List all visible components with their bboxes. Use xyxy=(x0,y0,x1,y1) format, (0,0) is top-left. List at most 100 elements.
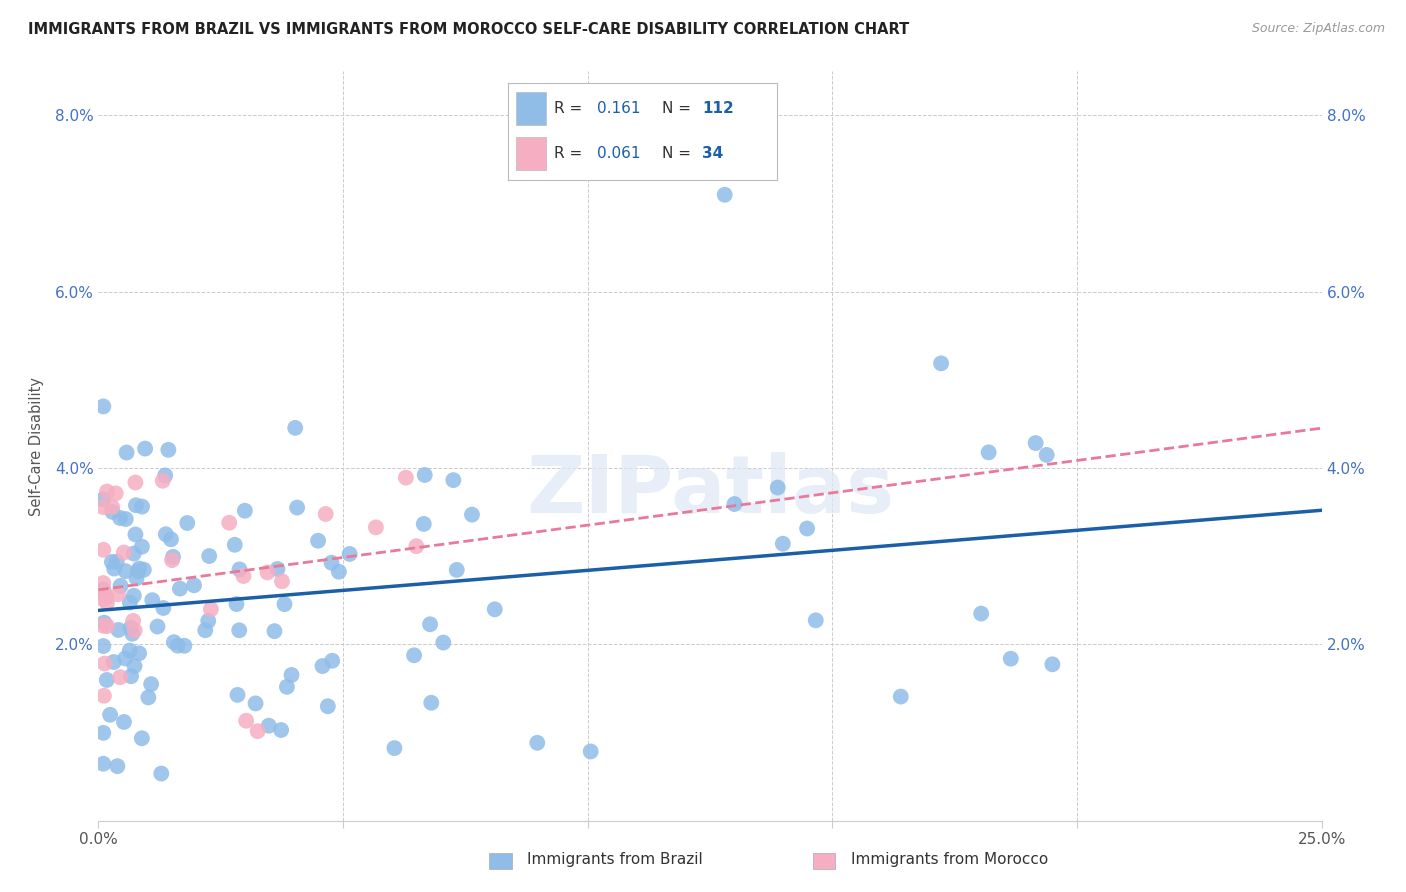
Point xyxy=(225,597,247,611)
Point xyxy=(121,626,143,640)
Point xyxy=(104,486,127,500)
Point xyxy=(526,736,548,750)
Point xyxy=(108,670,131,684)
Point xyxy=(91,592,114,607)
Point xyxy=(420,696,443,710)
Point xyxy=(136,690,159,705)
Point xyxy=(257,719,280,733)
Point xyxy=(127,564,149,578)
Point xyxy=(163,635,186,649)
Point xyxy=(112,714,135,729)
Point xyxy=(162,549,184,564)
Point xyxy=(114,512,136,526)
Point xyxy=(307,533,329,548)
Point xyxy=(131,500,153,514)
Point xyxy=(101,505,124,519)
Text: Source: ZipAtlas.com: Source: ZipAtlas.com xyxy=(1251,22,1385,36)
Point xyxy=(120,621,142,635)
Point xyxy=(977,445,1000,459)
Point xyxy=(91,400,114,414)
Point xyxy=(131,540,153,554)
Point xyxy=(364,520,387,534)
Point xyxy=(232,569,254,583)
Point xyxy=(134,442,156,456)
Point xyxy=(169,582,191,596)
Point xyxy=(118,595,141,609)
Point xyxy=(461,508,484,522)
Point xyxy=(128,646,150,660)
Point xyxy=(155,527,177,541)
Point xyxy=(246,724,269,739)
Point xyxy=(105,759,128,773)
Point xyxy=(146,619,169,633)
Point xyxy=(405,539,427,553)
Point xyxy=(124,624,146,638)
Point xyxy=(263,624,285,639)
Point xyxy=(96,484,118,499)
Point xyxy=(197,614,219,628)
Point xyxy=(804,613,827,627)
Point xyxy=(152,601,174,615)
Point xyxy=(105,555,128,569)
Point xyxy=(124,527,146,541)
Point xyxy=(91,756,114,771)
Point xyxy=(890,690,912,704)
Point xyxy=(245,697,267,711)
Text: ZIPatlas: ZIPatlas xyxy=(526,452,894,530)
Point xyxy=(101,555,124,569)
Point xyxy=(271,574,294,589)
Point xyxy=(139,677,162,691)
Point xyxy=(91,619,114,633)
Point xyxy=(256,566,278,580)
Point xyxy=(339,547,361,561)
Point xyxy=(103,561,125,575)
Point xyxy=(98,707,121,722)
Point xyxy=(118,643,141,657)
Point xyxy=(153,468,176,483)
Point xyxy=(484,602,506,616)
Point xyxy=(328,565,350,579)
Point xyxy=(285,500,308,515)
Point xyxy=(446,563,468,577)
Point xyxy=(200,602,222,616)
Point xyxy=(115,445,138,459)
Point xyxy=(124,475,146,490)
Point xyxy=(419,617,441,632)
Point xyxy=(91,492,114,507)
Point xyxy=(233,504,256,518)
Point xyxy=(96,673,118,687)
Point xyxy=(226,688,249,702)
Point xyxy=(970,607,993,621)
Point xyxy=(1035,448,1057,462)
Point xyxy=(713,187,735,202)
Point xyxy=(103,655,125,669)
Point xyxy=(276,680,298,694)
Point xyxy=(132,563,155,577)
Point xyxy=(384,741,406,756)
Point xyxy=(266,562,288,576)
Point xyxy=(152,474,174,488)
Text: Immigrants from Morocco: Immigrants from Morocco xyxy=(851,853,1047,867)
Point xyxy=(723,497,745,511)
Point xyxy=(107,623,129,637)
Point xyxy=(772,537,794,551)
Point xyxy=(93,689,115,703)
Point xyxy=(122,614,145,628)
Point xyxy=(91,582,114,597)
Point xyxy=(150,766,173,780)
Point xyxy=(94,588,117,602)
Point xyxy=(141,593,163,607)
Point xyxy=(176,516,198,530)
Point xyxy=(93,657,115,671)
Point xyxy=(131,731,153,746)
Point xyxy=(122,589,145,603)
Point xyxy=(402,648,425,663)
Point xyxy=(91,500,114,515)
Point xyxy=(110,579,132,593)
Point xyxy=(91,639,114,653)
Point xyxy=(766,481,789,495)
Point xyxy=(198,549,221,563)
Point xyxy=(284,421,307,435)
Point xyxy=(796,521,818,535)
Point xyxy=(173,639,195,653)
